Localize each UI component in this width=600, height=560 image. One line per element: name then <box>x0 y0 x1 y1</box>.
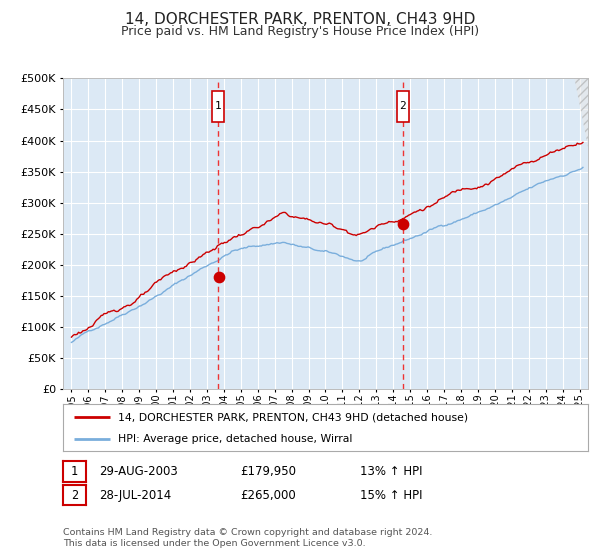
Text: £179,950: £179,950 <box>240 465 296 478</box>
FancyBboxPatch shape <box>397 91 409 122</box>
Polygon shape <box>574 78 588 147</box>
Text: 2: 2 <box>400 101 406 111</box>
Text: 2: 2 <box>71 488 78 502</box>
Text: 14, DORCHESTER PARK, PRENTON, CH43 9HD: 14, DORCHESTER PARK, PRENTON, CH43 9HD <box>125 12 475 27</box>
Point <box>214 273 224 282</box>
Text: 13% ↑ HPI: 13% ↑ HPI <box>360 465 422 478</box>
Text: 1: 1 <box>71 465 78 478</box>
Text: 15% ↑ HPI: 15% ↑ HPI <box>360 488 422 502</box>
FancyBboxPatch shape <box>212 91 224 122</box>
Text: Contains HM Land Registry data © Crown copyright and database right 2024.
This d: Contains HM Land Registry data © Crown c… <box>63 528 433 548</box>
Text: HPI: Average price, detached house, Wirral: HPI: Average price, detached house, Wirr… <box>118 434 353 444</box>
Text: 1: 1 <box>215 101 221 111</box>
Text: 28-JUL-2014: 28-JUL-2014 <box>99 488 171 502</box>
Text: £265,000: £265,000 <box>240 488 296 502</box>
Point <box>398 220 408 229</box>
Text: 29-AUG-2003: 29-AUG-2003 <box>99 465 178 478</box>
Text: 14, DORCHESTER PARK, PRENTON, CH43 9HD (detached house): 14, DORCHESTER PARK, PRENTON, CH43 9HD (… <box>118 412 468 422</box>
Text: Price paid vs. HM Land Registry's House Price Index (HPI): Price paid vs. HM Land Registry's House … <box>121 25 479 38</box>
